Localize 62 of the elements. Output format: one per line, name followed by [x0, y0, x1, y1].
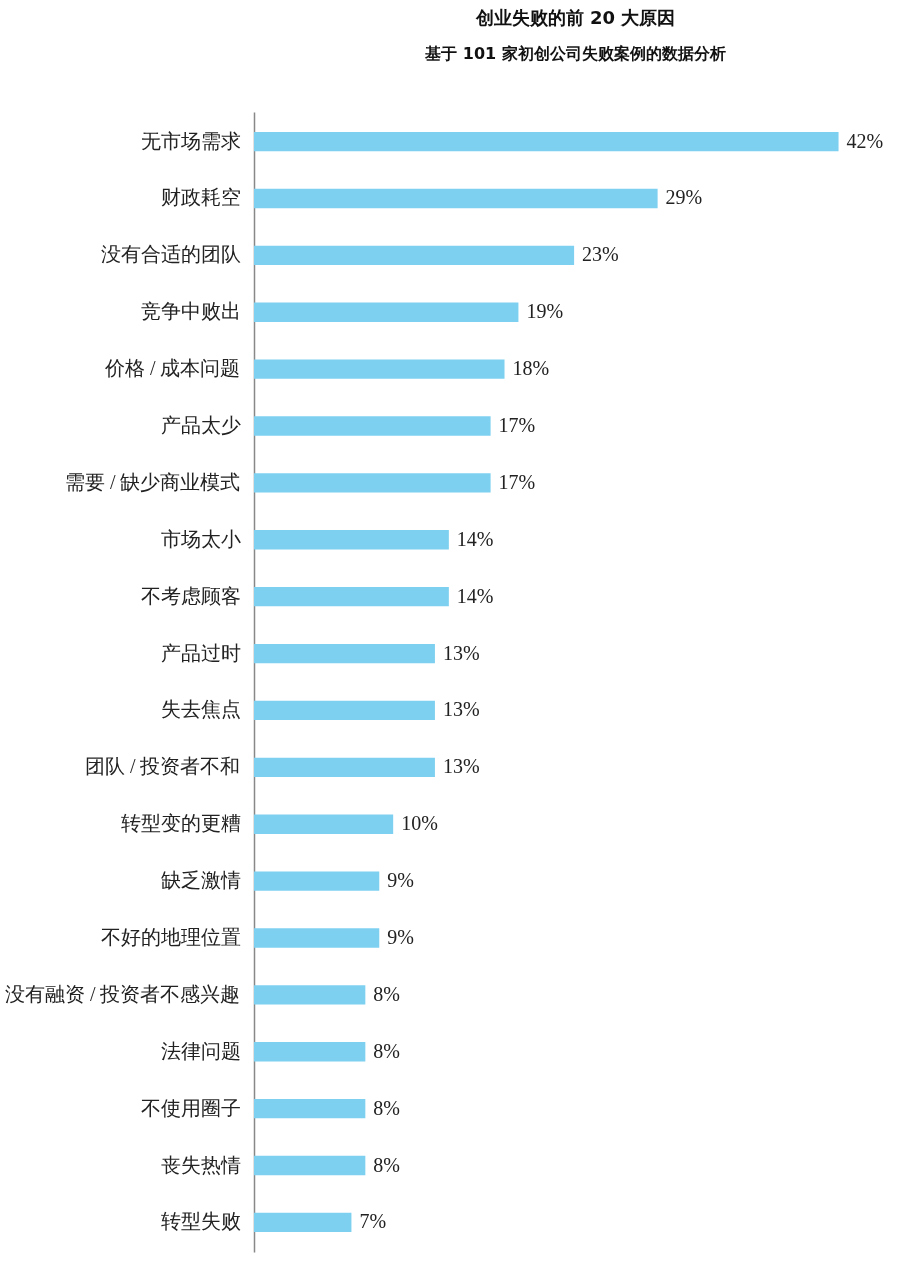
y-tick-label: 产品过时 [160, 641, 241, 664]
y-tick-label: 团队 / 投资者不和 [84, 755, 241, 778]
data-label: 7% [359, 1210, 387, 1233]
y-tick-label: 价格 / 成本问题 [103, 357, 241, 380]
data-label: 9% [387, 869, 414, 892]
bar [254, 302, 519, 322]
data-label: 10% [401, 812, 438, 835]
bar [254, 757, 435, 777]
chart-subtitle: 基于 101 家初创公司失败案例的数据分析 [424, 44, 726, 63]
data-label: 18% [512, 357, 550, 380]
y-tick-label: 需要 / 缺少商业模式 [64, 470, 241, 493]
bar [254, 188, 658, 209]
y-tick-label: 转型失败 [160, 1210, 241, 1233]
y-tick-label: 不考虑顾客 [140, 584, 241, 607]
bar [254, 985, 366, 1005]
data-label: 29% [665, 186, 703, 209]
y-tick-label: 缺乏激情 [160, 869, 241, 892]
bar [254, 245, 575, 266]
bar [254, 1155, 366, 1176]
bar [254, 359, 505, 379]
bar [254, 814, 394, 834]
bar [254, 643, 435, 664]
bar [254, 1098, 366, 1119]
y-tick-label: 市场太小 [160, 527, 241, 550]
data-label: 14% [456, 584, 494, 607]
bar [254, 131, 839, 152]
y-tick-label: 财政耗空 [160, 186, 241, 209]
data-label: 9% [387, 925, 414, 948]
bar [254, 530, 449, 550]
y-tick-label: 无市场需求 [140, 129, 241, 152]
bar [254, 473, 491, 493]
y-tick-label: 竞争中败出 [140, 300, 241, 323]
bar [254, 700, 435, 721]
data-label: 14% [456, 527, 494, 550]
chart-title: 创业失败的前 20 大原因 [474, 7, 676, 28]
y-tick-label: 转型变的更糟 [120, 812, 241, 835]
data-label: 13% [442, 755, 480, 778]
y-tick-label: 丧失热情 [160, 1153, 241, 1176]
y-tick-label: 不好的地理位置 [100, 925, 241, 948]
data-label: 17% [498, 470, 536, 493]
bar [254, 587, 449, 607]
data-label: 17% [498, 414, 536, 437]
y-tick-label: 法律问题 [160, 1039, 241, 1062]
data-label: 13% [442, 641, 480, 664]
data-label: 13% [442, 698, 480, 721]
bar [254, 928, 380, 948]
y-tick-label: 不使用圈子 [140, 1096, 241, 1119]
y-tick-label: 没有合适的团队 [100, 243, 241, 266]
bar [254, 1212, 352, 1233]
bar [254, 416, 491, 436]
data-label: 8% [373, 982, 401, 1005]
data-label: 19% [526, 300, 564, 323]
y-tick-label: 产品太少 [160, 414, 241, 437]
bar [254, 1042, 366, 1062]
y-tick-label: 失去焦点 [160, 698, 241, 721]
data-label: 8% [373, 1153, 401, 1176]
data-label: 8% [373, 1096, 401, 1119]
bar [254, 871, 380, 891]
data-label: 42% [846, 129, 884, 152]
y-tick-label: 没有融资 / 投资者不感兴趣 [4, 982, 241, 1005]
data-label: 8% [373, 1039, 401, 1062]
data-label: 23% [582, 243, 619, 266]
